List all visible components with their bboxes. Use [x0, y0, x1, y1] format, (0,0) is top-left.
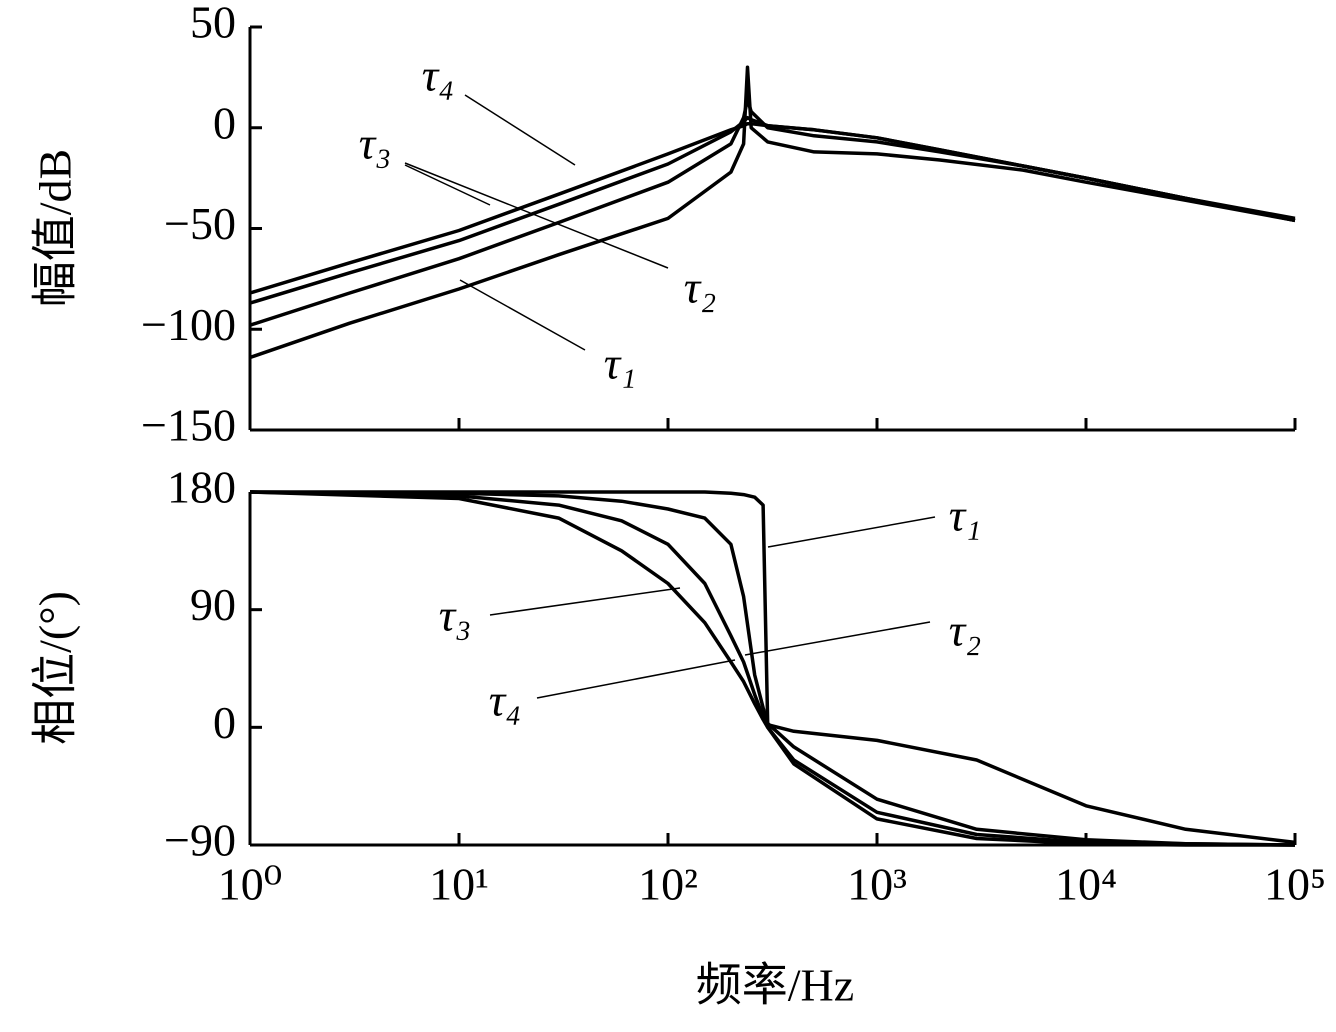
- leader-line: [464, 94, 576, 166]
- y-tick-label: 0: [213, 97, 236, 148]
- series-line: [249, 490, 1295, 847]
- leader-line: [536, 659, 736, 699]
- series-label: τ₄: [489, 675, 521, 726]
- leader-line: [404, 164, 491, 206]
- x-tick-label: 10²: [638, 859, 698, 910]
- leader-line: [459, 279, 586, 351]
- series-line: [249, 490, 1296, 847]
- leader-line: [404, 162, 669, 269]
- series-label: τ₂: [684, 262, 716, 313]
- series-line: [249, 490, 1296, 847]
- y-tick-label: −150: [141, 400, 236, 451]
- series-line: [249, 97, 1296, 327]
- leader-line: [489, 587, 681, 616]
- series-label: τ₃: [359, 118, 391, 169]
- y-tick-label: 50: [190, 0, 236, 48]
- x-tick-label: 10⁵: [1264, 859, 1326, 910]
- series-label: τ₄: [422, 50, 454, 101]
- x-tick-label: 10⁰: [218, 859, 282, 910]
- x-tick-label: 10¹: [429, 859, 489, 910]
- y-axis-label: 相位/(°): [30, 591, 81, 745]
- series-line: [250, 490, 1296, 845]
- leader-line: [744, 621, 931, 656]
- y-tick-label: 180: [167, 462, 236, 513]
- y-axis-label: 幅值/dB: [30, 149, 81, 307]
- series-label: τ₂: [949, 605, 981, 656]
- y-tick-label: −50: [164, 198, 236, 249]
- y-tick-label: −100: [141, 299, 236, 350]
- y-tick-label: −90: [164, 815, 236, 866]
- series-label: τ₃: [439, 590, 471, 641]
- x-tick-label: 10³: [847, 859, 907, 910]
- x-axis-label: 频率/Hz: [696, 960, 854, 1011]
- y-tick-label: 90: [190, 579, 236, 630]
- y-tick-label: 0: [213, 697, 236, 748]
- leader-line: [767, 516, 936, 548]
- series-line: [249, 121, 1296, 295]
- series-label: τ₁: [949, 490, 981, 541]
- x-tick-label: 10⁴: [1055, 859, 1117, 910]
- series-line: [249, 65, 1296, 360]
- series-label: τ₁: [604, 338, 636, 389]
